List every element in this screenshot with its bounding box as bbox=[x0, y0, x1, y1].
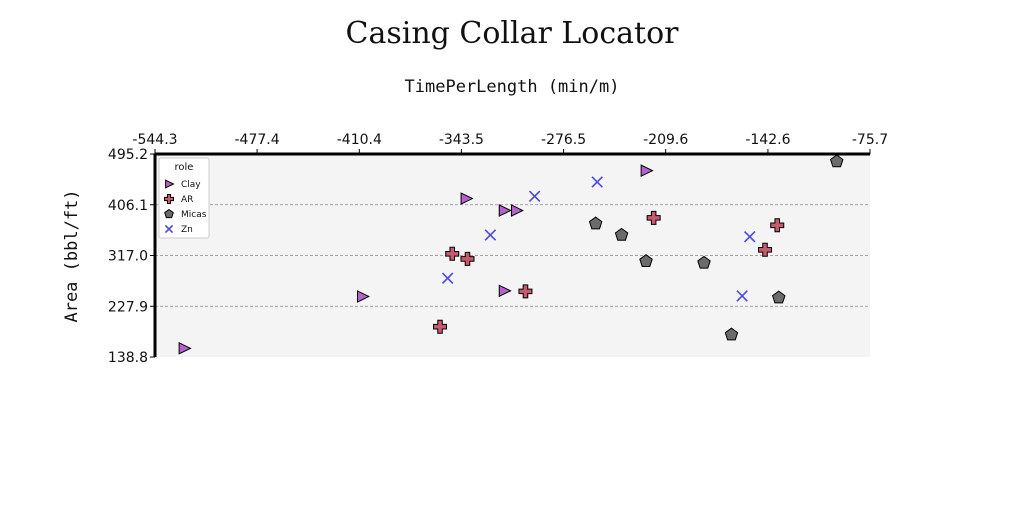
data-point-micas bbox=[614, 227, 629, 241]
x-tick-label: -276.5 bbox=[541, 132, 586, 148]
data-point-clay bbox=[640, 164, 654, 177]
legend-entry-label: Clay bbox=[181, 180, 201, 190]
x-tick-label: -142.6 bbox=[745, 132, 790, 148]
y-tick-label: 317.0 bbox=[108, 249, 148, 265]
data-point-micas bbox=[639, 254, 653, 267]
data-point-ar bbox=[518, 284, 533, 299]
legend-title: role bbox=[175, 162, 194, 173]
data-point-micas bbox=[829, 154, 844, 168]
data-point-zn bbox=[591, 176, 603, 188]
data-point-zn bbox=[528, 190, 541, 203]
data-point-clay bbox=[498, 204, 512, 217]
plot-area: -544.3 -477.4 -410.4 -343.5 -276.5 -209.6 -142… bbox=[108, 132, 888, 366]
x-tick-label: -209.6 bbox=[643, 132, 688, 148]
data-point-zn bbox=[743, 230, 756, 243]
data-point-clay bbox=[178, 342, 192, 355]
legend-marker-micas bbox=[164, 208, 174, 219]
data-point-zn bbox=[484, 229, 497, 241]
y-axis-label: Area (bbl/ft) bbox=[62, 189, 82, 322]
chart-title: Casing Collar Locator bbox=[346, 16, 680, 51]
y-tick-label: 138.8 bbox=[108, 350, 148, 366]
data-point-micas bbox=[588, 216, 603, 230]
data-point-ar bbox=[445, 246, 460, 261]
data-point-zn bbox=[736, 290, 748, 302]
x-tick-label: -410.4 bbox=[337, 132, 382, 148]
data-point-ar bbox=[646, 210, 661, 225]
data-point-micas bbox=[724, 327, 739, 341]
legend: role Clay AR Micas Zn bbox=[158, 157, 210, 239]
legend-marker-ar bbox=[164, 194, 174, 204]
data-point-ar bbox=[758, 242, 773, 257]
y-tick-label: 495.2 bbox=[108, 147, 148, 163]
legend-entry-label: AR bbox=[181, 195, 193, 205]
y-tick-label: 406.1 bbox=[108, 198, 148, 214]
data-point-clay bbox=[498, 284, 512, 298]
x-axis-label: TimePerLength (min/m) bbox=[405, 77, 620, 97]
x-tick-label: -75.7 bbox=[852, 132, 888, 148]
data-point-clay bbox=[510, 204, 524, 217]
data-point-ar bbox=[460, 251, 475, 266]
legend-marker-zn bbox=[164, 224, 174, 234]
data-point-micas bbox=[697, 255, 711, 269]
data-point-clay bbox=[460, 192, 474, 205]
legend-marker-clay bbox=[165, 179, 175, 189]
y-tick-label: 227.9 bbox=[108, 299, 148, 315]
data-point-micas bbox=[771, 290, 786, 304]
x-tick-label: -544.3 bbox=[132, 132, 177, 148]
x-tick-label: -343.5 bbox=[439, 132, 484, 148]
data-point-ar bbox=[770, 218, 785, 233]
data-point-zn bbox=[441, 272, 454, 285]
data-point-ar bbox=[433, 319, 448, 334]
x-tick-label: -477.4 bbox=[235, 132, 280, 148]
data-point-clay bbox=[356, 290, 371, 303]
legend-entry-label: Micas bbox=[181, 210, 207, 220]
legend-entry-label: Zn bbox=[181, 225, 193, 235]
